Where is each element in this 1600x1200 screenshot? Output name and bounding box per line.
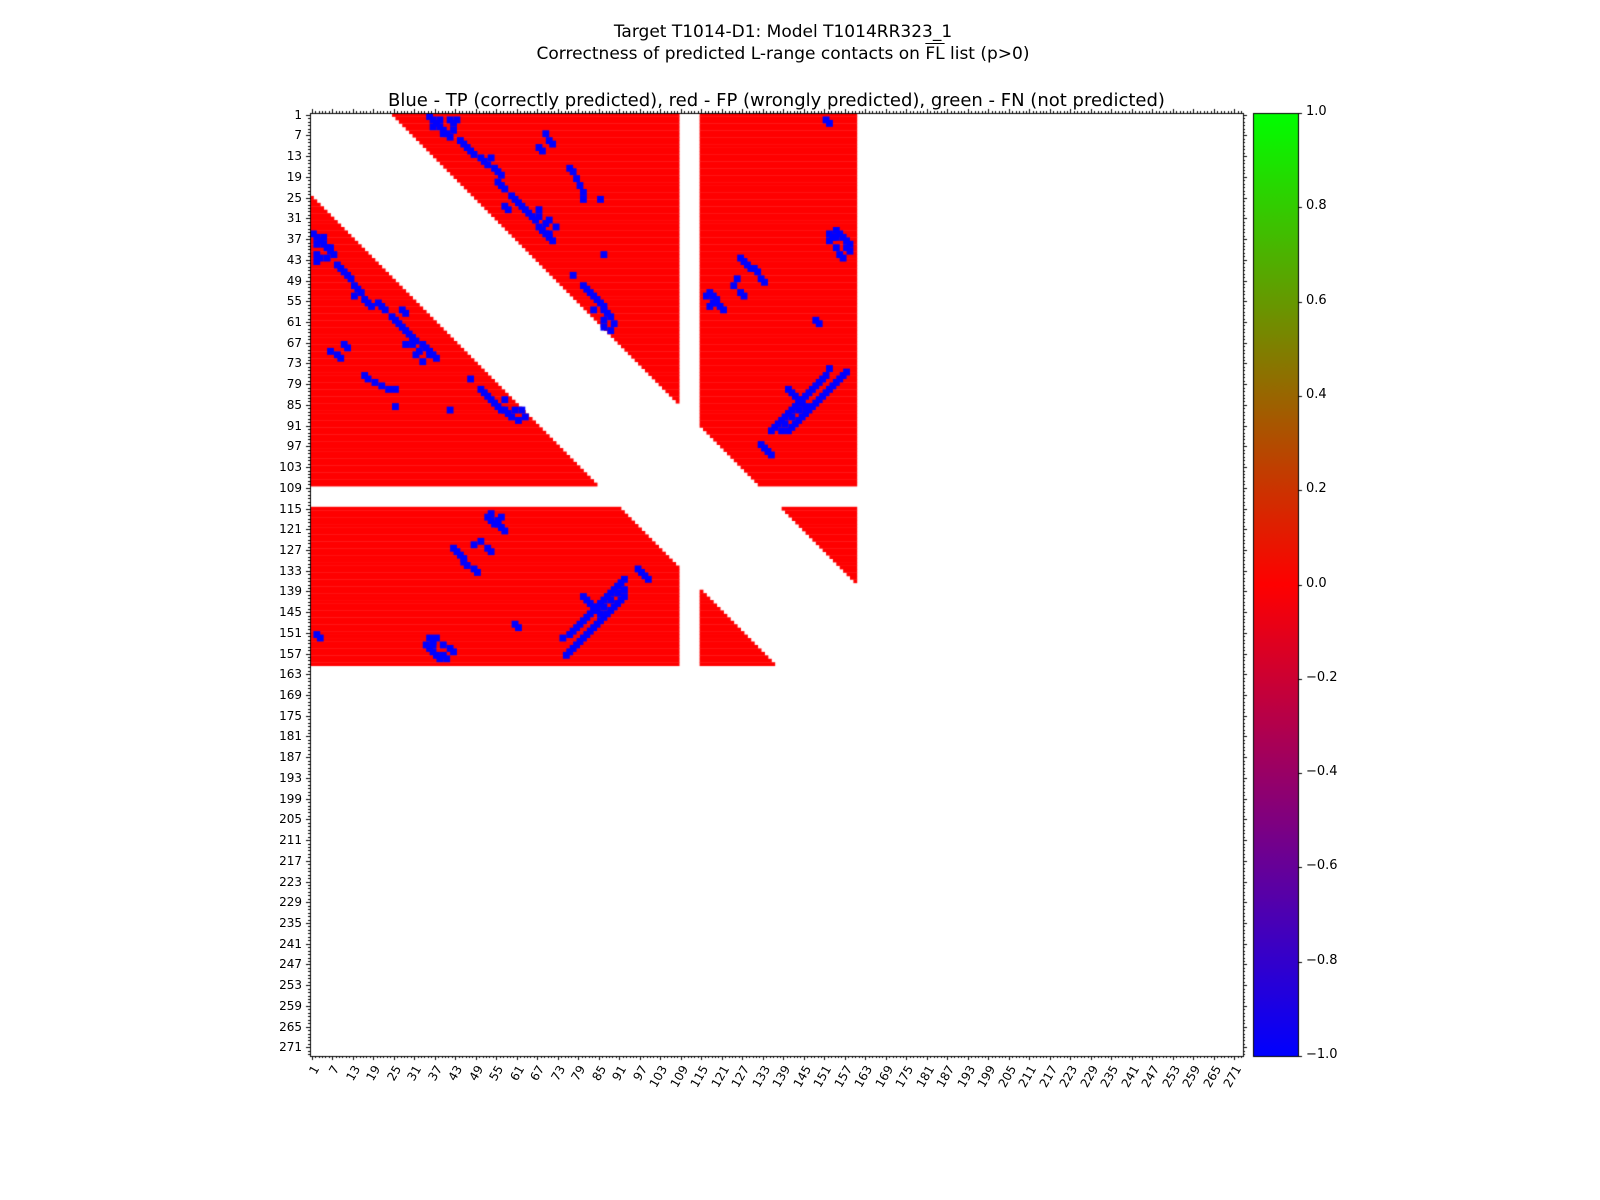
y-tick-label: 49 (286, 273, 302, 288)
y-tick-label: 199 (279, 791, 302, 806)
y-tick-label: 229 (279, 895, 302, 910)
y-tick-label: 211 (279, 833, 302, 848)
y-tick-label: 1 (294, 107, 302, 122)
y-tick-label: 67 (286, 335, 302, 350)
y-tick-label: 271 (279, 1040, 302, 1055)
y-tick-label: 115 (279, 501, 302, 516)
y-tick-label: 139 (279, 584, 302, 599)
y-tick-label: 217 (279, 853, 302, 868)
y-tick-label: 97 (286, 439, 302, 454)
y-tick-label: 91 (286, 418, 302, 433)
y-tick-label: 73 (286, 356, 302, 371)
y-tick-label: 13 (286, 149, 302, 164)
y-tick-label: 247 (279, 957, 302, 972)
axes-title: Blue - TP (correctly predicted), red - F… (388, 90, 1165, 111)
figure-title-line2-suffix: list (p>0) (944, 44, 1030, 64)
y-tick-label: 253 (279, 978, 302, 993)
y-tick-label: 43 (286, 252, 302, 267)
y-tick-label: 85 (286, 397, 302, 412)
y-tick-label: 31 (286, 211, 302, 226)
y-tick-label: 145 (279, 605, 302, 620)
y-tick-label: 205 (279, 812, 302, 827)
y-tick-label: 241 (279, 936, 302, 951)
y-tick-label: 175 (279, 708, 302, 723)
colorbar-tick-label: −1.0 (1306, 1047, 1338, 1062)
y-tick-label: 193 (279, 770, 302, 785)
colorbar-tick-label: 0.4 (1306, 386, 1327, 402)
figure-title-line2-overline: FL (925, 44, 945, 64)
y-tick-label: 169 (279, 688, 302, 703)
y-tick-label: 157 (279, 646, 302, 661)
y-tick-label: 259 (279, 998, 302, 1013)
colorbar-tick-label: 0.0 (1306, 575, 1327, 591)
y-tick-label: 79 (286, 377, 302, 392)
colorbar-tick-label: 1.0 (1306, 104, 1327, 119)
y-tick-label: 7 (294, 128, 302, 143)
y-tick-label: 235 (279, 916, 302, 930)
y-tick-label: 223 (279, 874, 302, 889)
y-tick-label: 187 (279, 750, 302, 765)
y-tick-label: 163 (279, 667, 302, 682)
figure-title-line1: Target T1014-D1: Model T1014RR323_1 (613, 22, 953, 42)
colorbar-tick-label: 0.2 (1306, 481, 1327, 497)
colorbar-tick-label: 0.8 (1306, 198, 1327, 214)
y-tick-label: 103 (279, 460, 302, 475)
colorbar-tick-label: −0.8 (1306, 952, 1338, 968)
y-tick-label: 127 (279, 542, 302, 557)
y-tick-label: 25 (286, 190, 302, 205)
y-tick-label: 109 (279, 480, 302, 495)
y-tick-label: 265 (279, 1019, 302, 1034)
y-tick-label: 19 (286, 169, 302, 184)
y-tick-label: 37 (286, 232, 302, 247)
colorbar-tick-label: −0.4 (1306, 764, 1338, 780)
figure-title-line2: Correctness of predicted L-range contact… (0, 44, 1566, 65)
y-tick-label: 151 (279, 625, 302, 640)
figure-title-line2-prefix: Correctness of predicted L-range contact… (536, 44, 926, 64)
colorbar-tick-label: −0.6 (1306, 858, 1338, 874)
colorbar-tick-label: 0.6 (1306, 292, 1327, 308)
colorbar-tick-label: −0.2 (1306, 669, 1338, 685)
y-tick-label: 61 (286, 314, 302, 329)
y-tick-label: 181 (279, 729, 302, 744)
y-tick-label: 121 (279, 522, 302, 537)
y-tick-label: 55 (286, 294, 302, 309)
y-tick-label: 133 (279, 563, 302, 578)
